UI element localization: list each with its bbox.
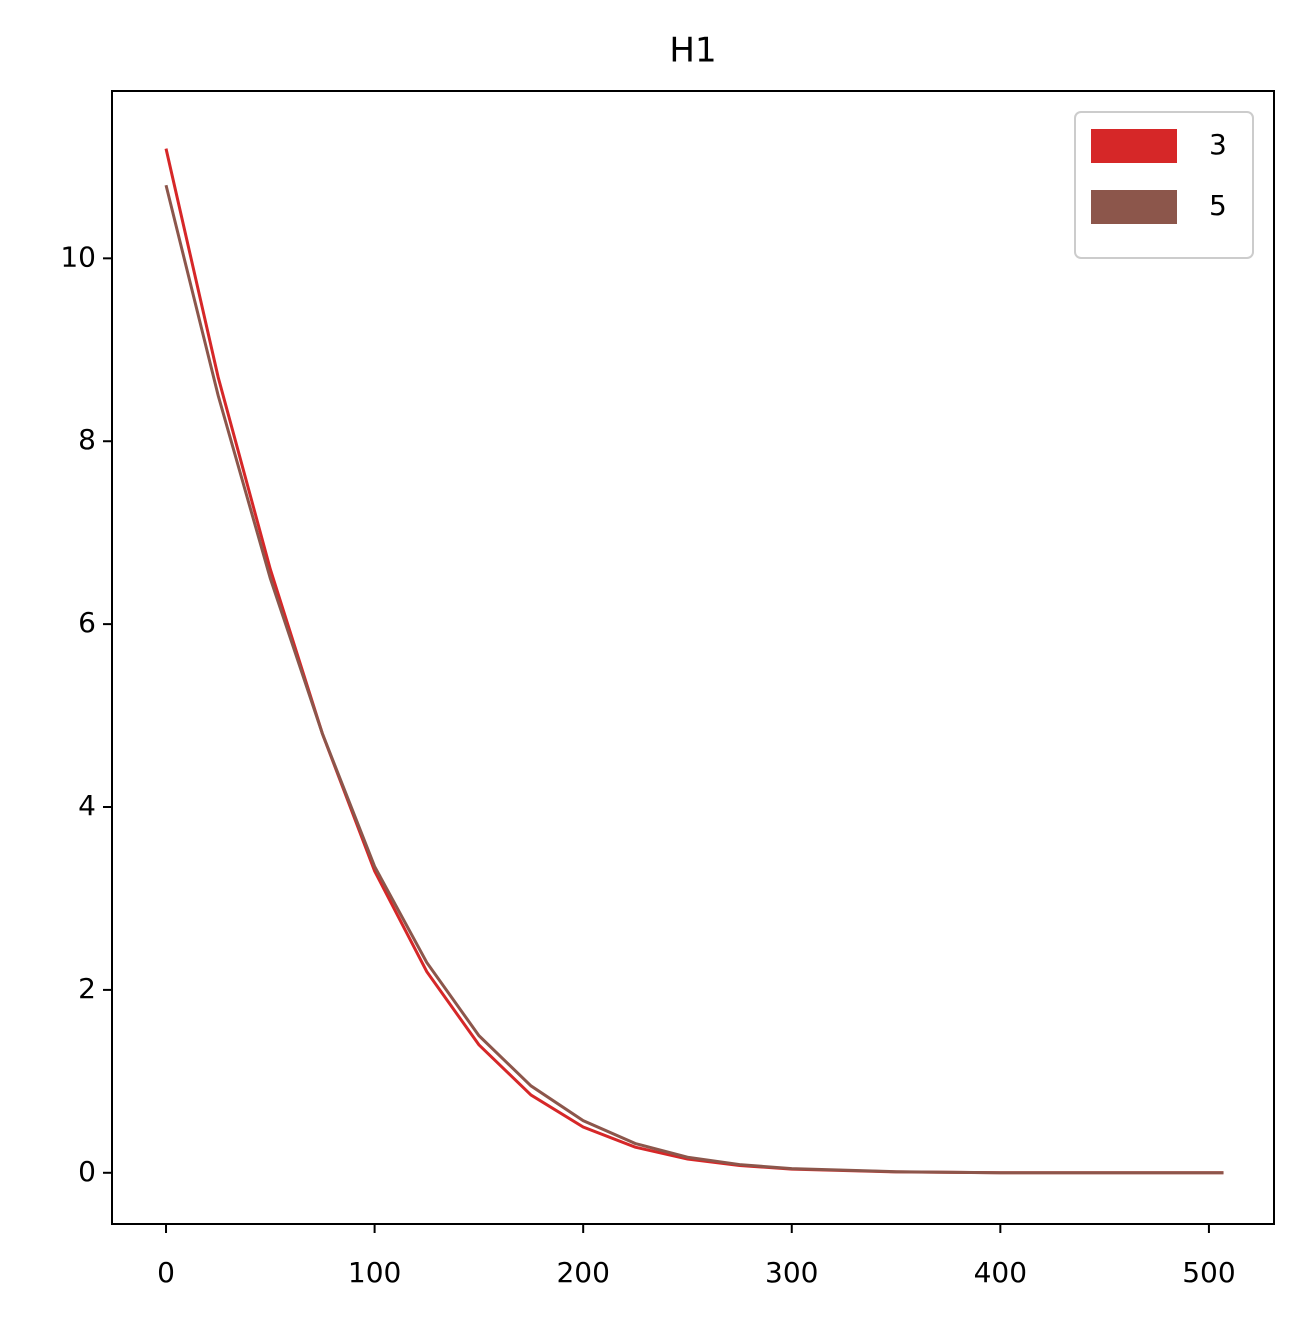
chart-title: H1 (669, 31, 716, 71)
legend-label: 5 (1209, 189, 1227, 222)
x-tick-label: 300 (765, 1256, 818, 1289)
x-tick-label: 200 (556, 1256, 609, 1289)
x-tick-label: 100 (348, 1256, 401, 1289)
x-tick-label: 400 (974, 1256, 1027, 1289)
legend-label: 3 (1209, 128, 1227, 161)
y-tick-label: 0 (78, 1155, 96, 1188)
plot-frame (111, 90, 1275, 1225)
y-tick-label: 6 (78, 606, 96, 639)
x-tick-label: 0 (157, 1256, 175, 1289)
y-tick-label: 4 (78, 789, 96, 822)
series-line (164, 184, 1224, 1175)
series-line (164, 148, 1224, 1175)
y-tick-label: 8 (78, 423, 96, 456)
y-tick-label: 2 (78, 972, 96, 1005)
x-tick-label: 500 (1182, 1256, 1235, 1289)
y-tick-label: 10 (60, 240, 96, 273)
legend-swatch (1091, 129, 1177, 163)
legend-swatch (1091, 190, 1177, 224)
